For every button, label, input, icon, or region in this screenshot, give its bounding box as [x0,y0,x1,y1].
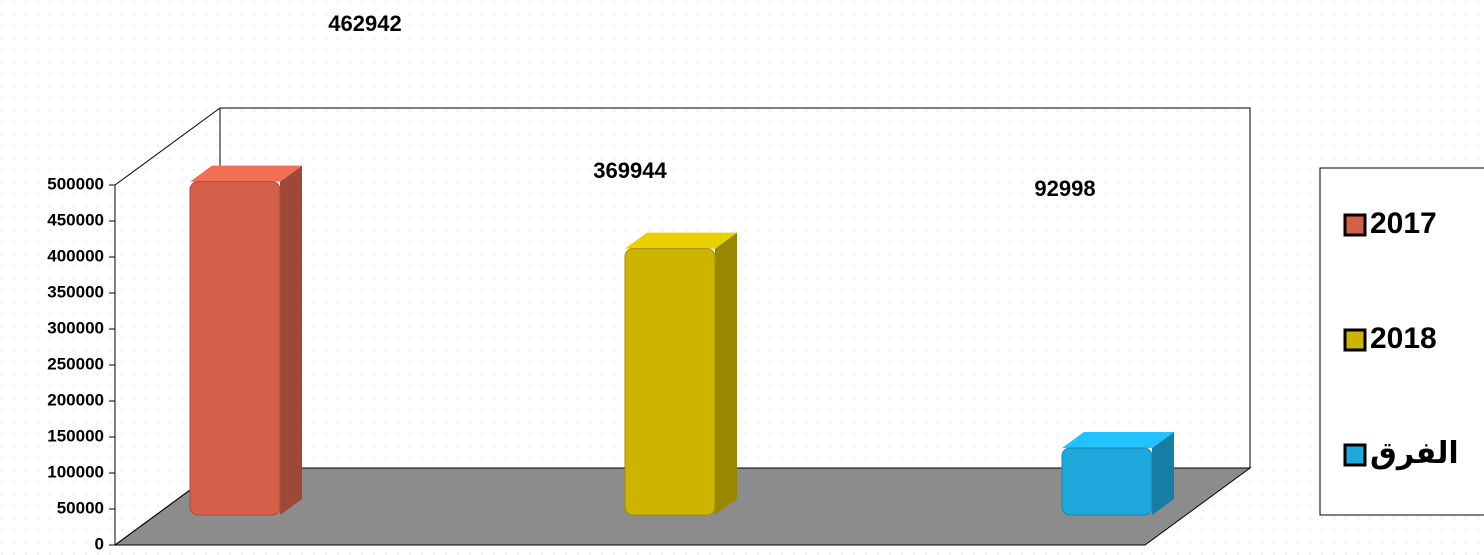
legend-label: 2017 [1370,207,1437,240]
data-label: 92998 [1034,176,1095,201]
data-label: 462942 [328,11,401,36]
bar [189,181,281,516]
legend-label: 2018 [1370,322,1437,355]
legend-swatch [1343,328,1367,352]
legend-label: الفرق [1370,437,1459,470]
y-tick-label: 350000 [47,282,104,301]
bar-side [1152,432,1174,515]
y-tick-label: 50000 [57,498,104,517]
y-tick-label: 0 [95,534,104,553]
y-tick-label: 450000 [47,210,104,229]
y-tick-label: 150000 [47,426,104,445]
bar [1061,447,1153,516]
side-wall-edge [114,107,221,186]
y-tick-label: 500000 [47,174,104,193]
y-tick-label: 400000 [47,246,104,265]
bar-top [625,232,737,249]
y-tick-label: 200000 [47,390,104,409]
y-tick-label: 250000 [47,354,104,373]
bar [624,248,716,516]
legend-swatch [1343,213,1367,237]
bar-top [1062,432,1174,449]
legend-swatch [1343,443,1367,467]
bar-top [190,165,302,182]
y-tick-label: 100000 [47,462,104,481]
bar-side [715,232,737,515]
data-label: 369944 [593,158,667,183]
bar-side [280,165,302,515]
y-tick-label: 300000 [47,318,104,337]
